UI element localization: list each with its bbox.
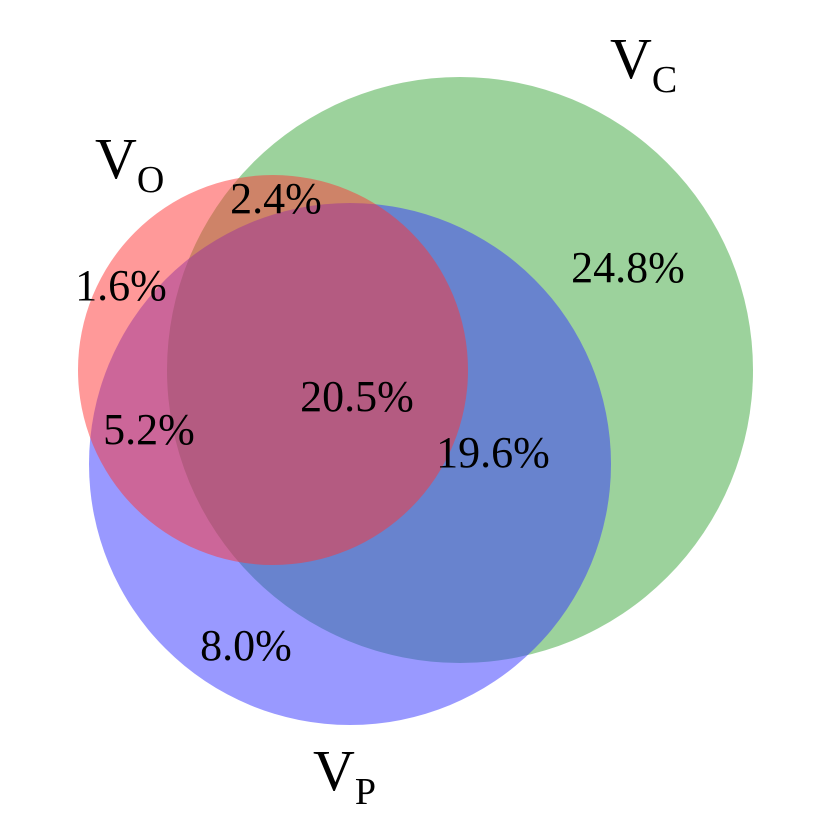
region-label-cp-only: 19.6% (436, 428, 550, 477)
set-label-vo-subscript: O (137, 159, 164, 201)
set-label-vp-subscript: P (355, 771, 376, 813)
set-label-vo: VO (95, 126, 164, 201)
set-label-vc-letter: V (610, 26, 652, 91)
set-label-vo-letter: V (95, 126, 137, 191)
region-label-p-only: 8.0% (200, 621, 292, 670)
region-label-all-three: 20.5% (300, 372, 414, 421)
set-label-vp: VP (313, 738, 376, 813)
set-label-vp-letter: V (313, 738, 355, 803)
region-label-op-only: 5.2% (103, 405, 195, 454)
set-label-vc-subscript: C (652, 59, 677, 101)
region-label-oc-only: 2.4% (230, 174, 322, 223)
set-label-vc: VC (610, 26, 677, 101)
region-label-o-only: 1.6% (75, 261, 167, 310)
set-circle-vo (78, 175, 468, 565)
region-label-c-only: 24.8% (571, 243, 685, 292)
